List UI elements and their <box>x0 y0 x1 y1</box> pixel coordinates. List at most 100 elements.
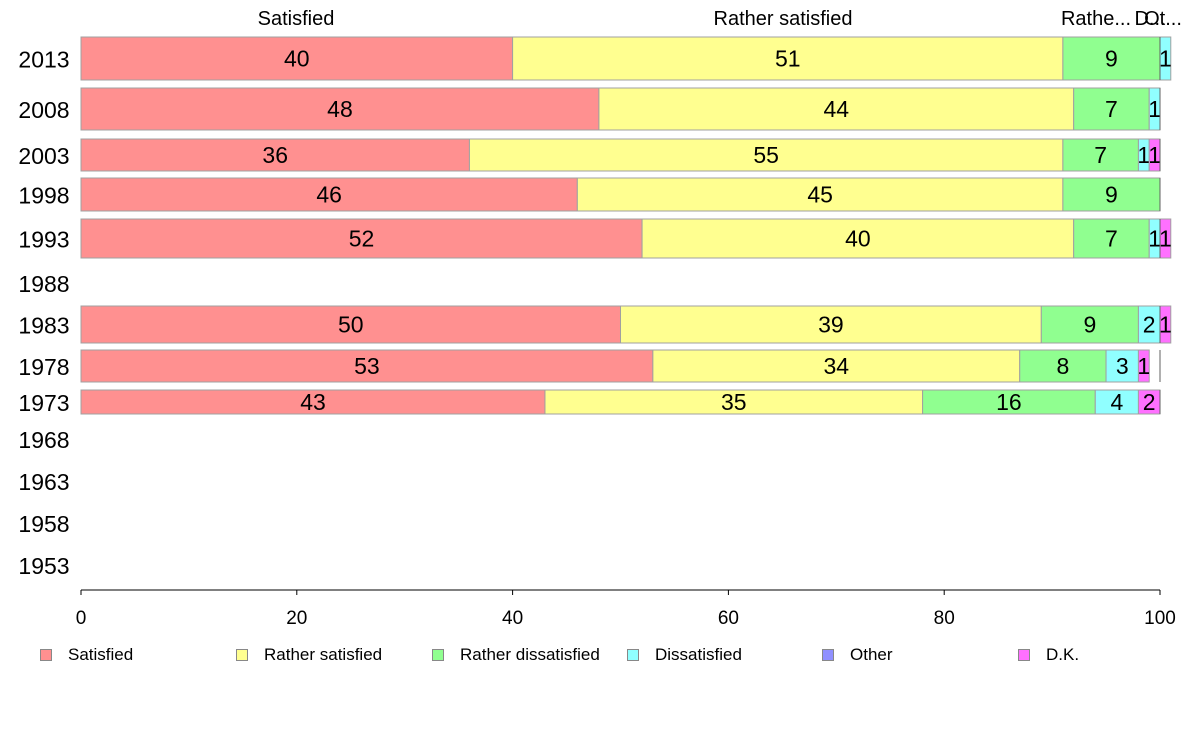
bar-segment <box>1073 87 1150 131</box>
data-label: 9 <box>1083 312 1096 338</box>
bar-segment <box>1094 389 1139 415</box>
data-label: 46 <box>316 182 342 208</box>
data-label: 53 <box>354 353 380 379</box>
legend-label: Dissatisfied <box>655 645 742 664</box>
legend-swatch <box>432 649 444 661</box>
data-label: 4 <box>1110 389 1123 415</box>
header-label: Ot... <box>1144 8 1182 30</box>
data-label: 44 <box>824 96 850 122</box>
data-label: 1 <box>1159 46 1172 72</box>
y-tick-label: 1963 <box>18 469 69 495</box>
data-label: 7 <box>1094 142 1107 168</box>
bar-segment <box>652 349 1021 383</box>
legend-swatch <box>822 649 834 661</box>
bar-segment <box>80 349 654 383</box>
data-label: 1 <box>1148 226 1161 252</box>
legend-swatch <box>40 649 52 661</box>
legend-item: Satisfied <box>40 643 133 667</box>
y-tick-label: 1993 <box>18 227 69 253</box>
bar-segment <box>80 305 621 344</box>
data-label: 2 <box>1143 389 1156 415</box>
legend-swatch <box>627 649 639 661</box>
data-label: 1 <box>1148 142 1161 168</box>
y-tick-label: 1953 <box>18 553 69 579</box>
data-label: 51 <box>775 46 801 72</box>
y-tick-label: 1998 <box>18 183 69 209</box>
bar-segment <box>1073 218 1150 259</box>
data-label: 55 <box>753 142 779 168</box>
data-label: 8 <box>1056 353 1069 379</box>
legend: Satisfied Rather satisfied Rather dissatis… <box>0 643 1188 667</box>
legend-swatch <box>1018 649 1030 661</box>
legend-label: D.K. <box>1046 645 1080 664</box>
x-tick-label: 20 <box>286 608 307 629</box>
data-label: 1 <box>1159 226 1172 252</box>
data-label: 9 <box>1105 182 1118 208</box>
x-tick-label: 100 <box>1144 608 1176 629</box>
data-label: 1 <box>1137 142 1150 168</box>
bar-segment <box>1019 349 1107 383</box>
bar-segment <box>1105 349 1139 383</box>
x-tick-label: 0 <box>76 608 87 629</box>
y-tick-label: 2008 <box>18 97 69 123</box>
header-label: Rather satisfied <box>714 8 853 30</box>
data-label: 1 <box>1159 312 1172 338</box>
data-label: 40 <box>284 46 310 72</box>
legend-item: Other <box>822 643 893 667</box>
bar-segment <box>512 36 1064 81</box>
data-label: 48 <box>327 96 353 122</box>
bar-segment <box>80 389 546 415</box>
x-tick-label: 80 <box>934 608 955 629</box>
y-tick-label: 1968 <box>18 427 69 453</box>
header-labels: Satisfied Rather satisfied Rathe... D...Ot.… <box>258 8 1182 30</box>
y-tick-label: 1988 <box>18 271 69 297</box>
legend-label: Rather dissatisfied <box>460 645 600 664</box>
y-tick-label: 2003 <box>18 143 69 169</box>
data-label: 45 <box>807 182 833 208</box>
bar-segment <box>1137 349 1150 383</box>
data-label: 3 <box>1116 353 1129 379</box>
x-tick-label: 60 <box>718 608 739 629</box>
data-label: 1 <box>1148 96 1161 122</box>
data-label: 52 <box>349 226 375 252</box>
data-label: 1 <box>1137 353 1150 379</box>
bar-segment <box>80 87 600 131</box>
header-label: Rathe... <box>1061 8 1131 30</box>
legend-label: Satisfied <box>68 645 134 664</box>
bar-segment <box>620 305 1042 344</box>
data-label: 34 <box>824 353 850 379</box>
legend-label: Other <box>850 645 893 664</box>
legend-swatch <box>236 649 248 661</box>
bar-segment <box>1062 138 1139 172</box>
data-label: 39 <box>818 312 844 338</box>
bar-segment <box>80 177 578 212</box>
data-label: 16 <box>996 389 1022 415</box>
data-label: 50 <box>338 312 364 338</box>
legend-label: Rather satisfied <box>264 645 383 664</box>
legend-item: Dissatisfied <box>627 643 742 667</box>
legend-item: Rather dissatisfied <box>432 643 600 667</box>
header-label: D... <box>1134 8 1165 30</box>
y-tick-label: 1973 <box>18 390 69 416</box>
data-label: 7 <box>1105 226 1118 252</box>
bar-segment <box>922 389 1096 415</box>
legend-item: D.K. <box>1018 643 1079 667</box>
bar-segment <box>80 218 643 259</box>
data-label: 9 <box>1105 46 1118 72</box>
x-tick-label: 40 <box>502 608 523 629</box>
data-label: 43 <box>300 389 326 415</box>
bar-segment <box>598 87 1075 131</box>
data-label: 36 <box>262 142 288 168</box>
legend-item: Rather satisfied <box>236 643 382 667</box>
bar-segment <box>576 177 1064 212</box>
bar-segment <box>1040 305 1139 344</box>
y-tick-label: 1958 <box>18 511 69 537</box>
y-tick-label: 1983 <box>18 313 69 339</box>
bar-segment <box>641 218 1075 259</box>
y-tick-label: 2013 <box>18 47 69 73</box>
data-label: 2 <box>1143 312 1156 338</box>
y-tick-label: 1978 <box>18 354 69 380</box>
header-label: Satisfied <box>258 8 335 30</box>
